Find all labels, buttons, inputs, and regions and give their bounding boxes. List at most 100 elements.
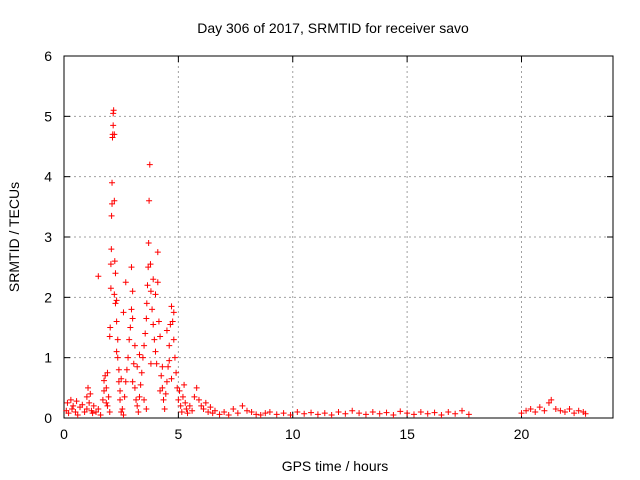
data-point: [122, 279, 129, 286]
data-point: [151, 336, 158, 343]
data-point: [79, 401, 86, 408]
data-point: [174, 384, 181, 391]
data-point: [287, 411, 294, 418]
data-point: [103, 384, 110, 391]
data-point: [87, 390, 94, 397]
data-point: [169, 318, 176, 325]
data-point: [111, 197, 118, 204]
data-point: [147, 261, 154, 268]
data-point: [131, 342, 138, 349]
data-point: [157, 333, 164, 340]
data-point: [129, 378, 136, 385]
data-points: [63, 107, 589, 418]
data-point: [110, 122, 117, 129]
data-point: [106, 408, 113, 415]
data-point: [118, 408, 125, 415]
data-point: [198, 402, 205, 409]
data-point: [89, 410, 96, 417]
data-point: [152, 291, 159, 298]
data-point: [128, 306, 135, 313]
data-point: [159, 384, 166, 391]
x-axis-label: GPS time / hours: [282, 458, 389, 474]
data-point: [244, 407, 250, 414]
data-point: [552, 405, 559, 412]
data-point: [136, 351, 143, 358]
data-point: [129, 315, 136, 322]
data-point: [248, 408, 255, 415]
data-point: [101, 377, 108, 384]
data-point: [230, 405, 237, 412]
y-tick-label: 0: [44, 410, 52, 426]
data-point: [257, 411, 264, 418]
data-point: [141, 342, 148, 349]
data-point: [120, 411, 127, 418]
data-point: [73, 398, 80, 405]
data-point: [431, 409, 438, 416]
data-point: [193, 384, 200, 391]
data-point: [128, 264, 135, 271]
y-tick-label: 1: [44, 350, 52, 366]
data-point: [369, 408, 376, 415]
data-point: [262, 410, 269, 417]
data-point: [397, 408, 404, 415]
data-point: [216, 411, 223, 418]
data-point: [97, 411, 104, 418]
data-point: [536, 404, 543, 411]
data-point: [112, 270, 119, 277]
data-point: [211, 407, 218, 414]
x-tick-label: 20: [514, 426, 530, 442]
data-point: [99, 396, 106, 403]
data-point: [115, 366, 122, 373]
data-point: [117, 387, 124, 394]
data-point: [144, 282, 151, 289]
data-point: [179, 393, 186, 400]
data-point: [294, 408, 301, 415]
y-tick-label: 2: [44, 289, 52, 305]
data-point: [102, 372, 109, 379]
data-point: [85, 384, 92, 391]
data-point: [108, 212, 115, 219]
data-point: [83, 405, 90, 412]
data-point: [106, 333, 113, 340]
data-point: [143, 300, 150, 307]
data-point: [356, 410, 363, 417]
data-point: [93, 408, 100, 415]
data-point: [154, 249, 161, 256]
data-point: [153, 360, 160, 367]
data-point: [101, 387, 108, 394]
data-point: [424, 410, 431, 417]
data-point: [134, 363, 141, 370]
grid-lines: [64, 56, 613, 418]
data-point: [90, 402, 97, 409]
data-point: [181, 381, 188, 388]
data-point: [147, 360, 154, 367]
data-point: [177, 402, 184, 409]
data-point: [131, 384, 138, 391]
data-point: [527, 405, 534, 412]
data-point: [557, 407, 564, 414]
data-point: [146, 161, 153, 168]
data-point: [273, 411, 280, 418]
data-point: [308, 409, 315, 416]
data-point: [111, 291, 118, 298]
data-point: [154, 279, 161, 286]
data-point: [135, 408, 142, 415]
data-point: [115, 378, 122, 385]
data-point: [184, 410, 191, 417]
data-point: [465, 411, 472, 418]
data-point: [321, 410, 328, 417]
data-point: [125, 354, 132, 361]
data-point: [112, 300, 119, 307]
data-point: [166, 357, 173, 364]
data-point: [103, 399, 110, 406]
data-point: [142, 330, 149, 337]
data-point: [445, 408, 452, 415]
data-point: [225, 411, 232, 418]
data-point: [459, 407, 466, 414]
data-point: [390, 411, 397, 418]
data-point: [159, 363, 166, 370]
x-tick-label: 0: [60, 426, 68, 442]
data-point: [150, 321, 157, 328]
data-point: [120, 309, 127, 316]
data-point: [150, 276, 157, 283]
